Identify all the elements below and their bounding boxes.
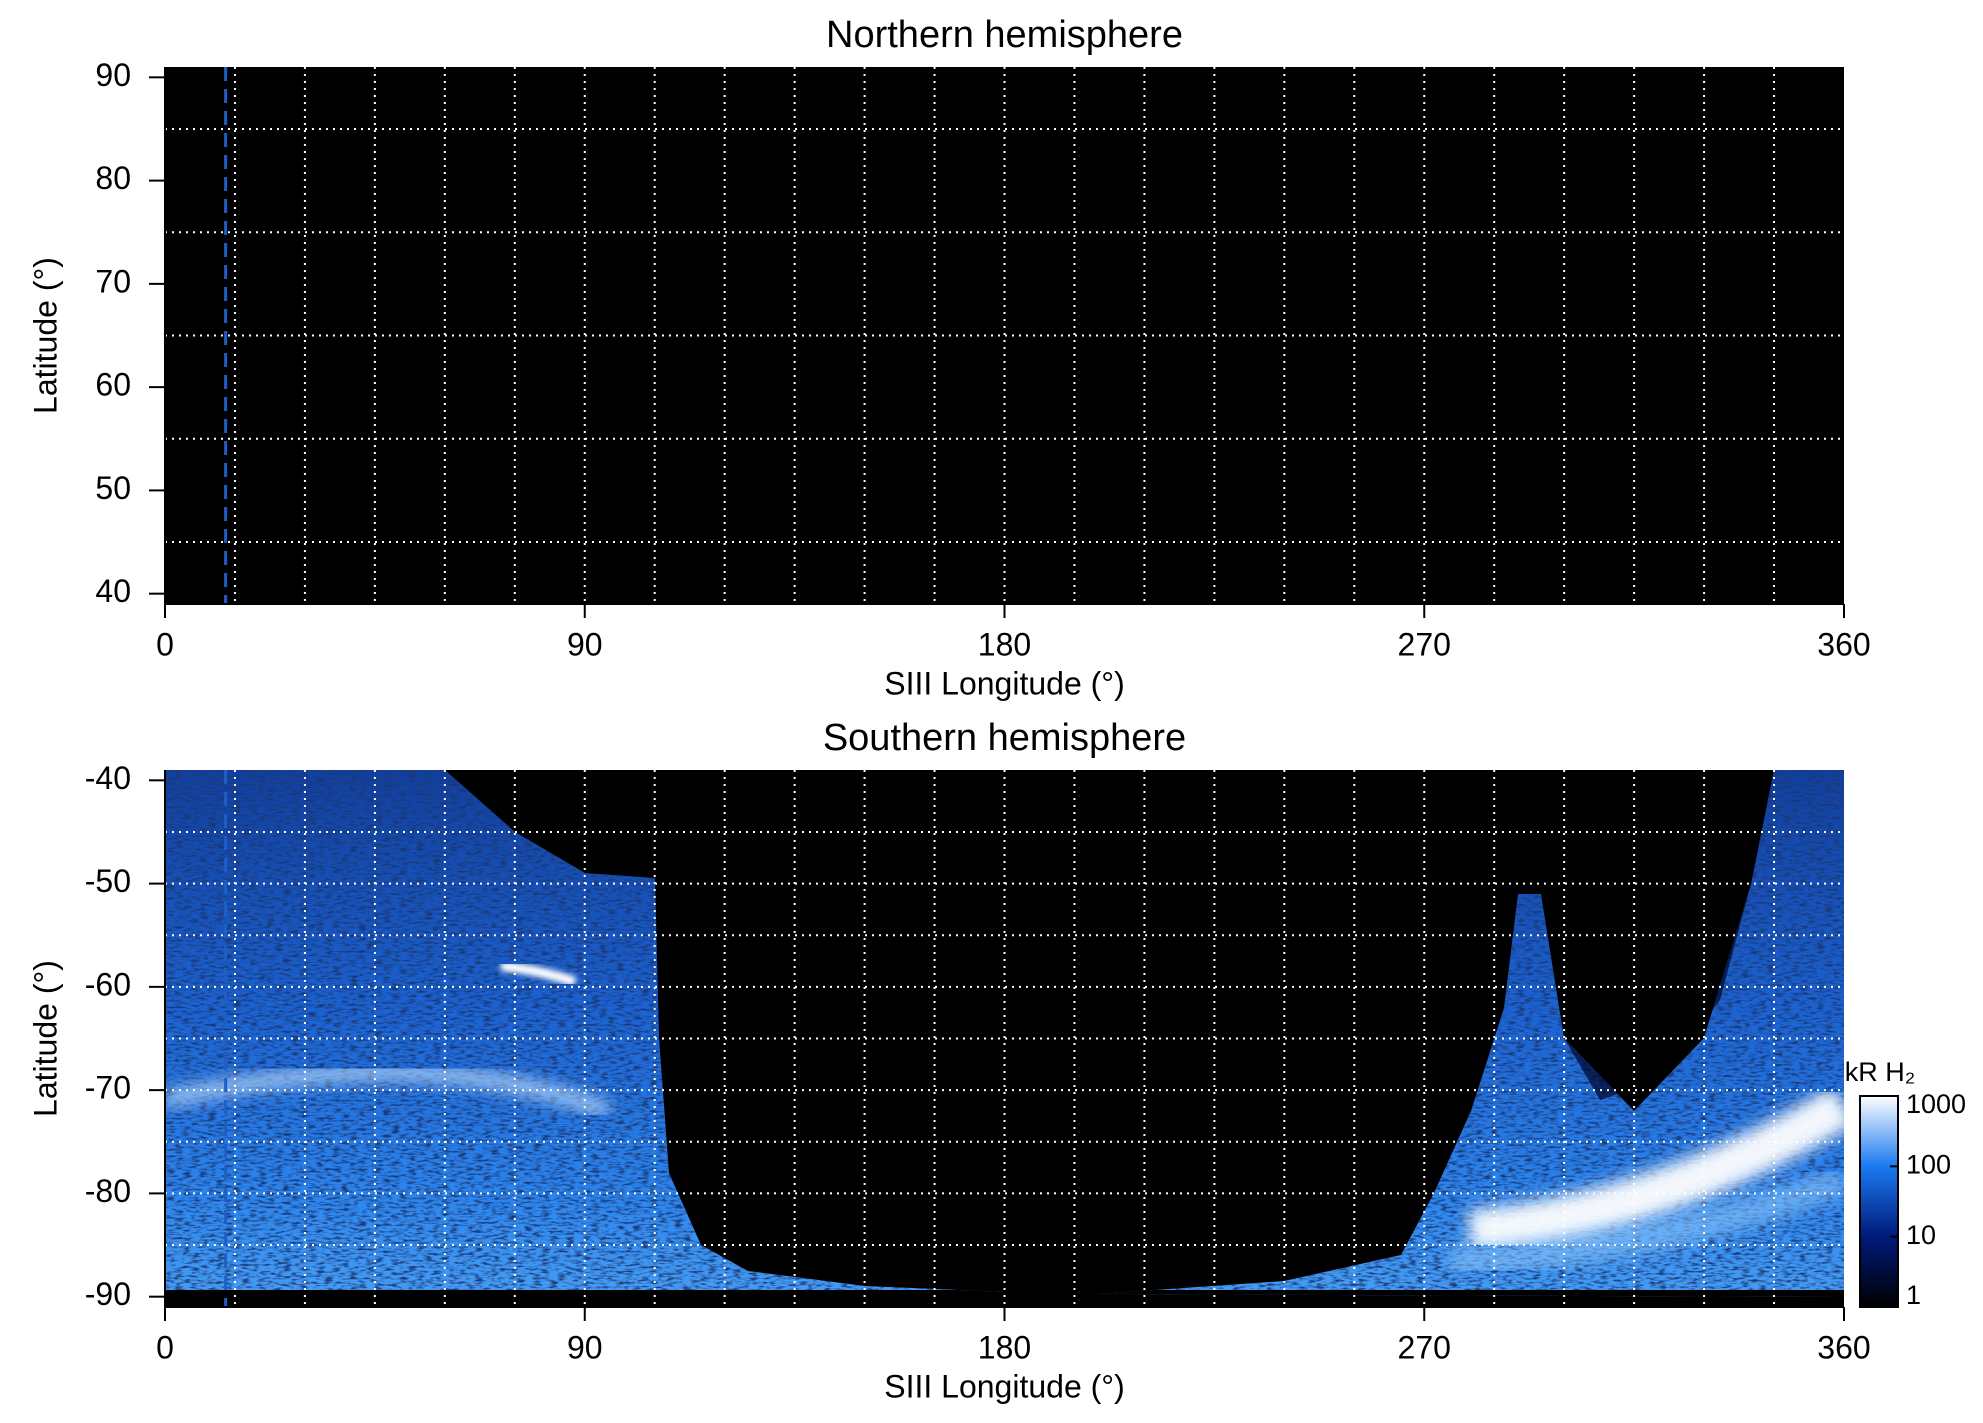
pole-band bbox=[165, 1290, 1844, 1297]
y-tick-label: -50 bbox=[85, 863, 131, 899]
bright-arc bbox=[1468, 1086, 1844, 1254]
y-axis-label: Latitude (°) bbox=[27, 960, 63, 1117]
x-tick-label: 0 bbox=[156, 626, 174, 662]
x-tick-label: 270 bbox=[1398, 1329, 1451, 1365]
colorbar-tick-label: 100 bbox=[1906, 1149, 1951, 1179]
y-tick-label: 50 bbox=[95, 470, 131, 506]
y-tick-label: 90 bbox=[95, 57, 131, 93]
y-axis-label: Latitude (°) bbox=[27, 257, 63, 414]
y-tick-label: 40 bbox=[95, 573, 131, 609]
axes: Northern hemisphere 40 50 60 70 80 90 0 90 180 270… bbox=[27, 14, 1966, 1404]
y-tick-label: -80 bbox=[85, 1173, 131, 1209]
colorbar-tick-label: 1000 bbox=[1906, 1089, 1966, 1119]
x-axis-label: SIII Longitude (°) bbox=[884, 1368, 1124, 1404]
x-tick-label: 90 bbox=[567, 1329, 603, 1365]
x-tick-label: 180 bbox=[978, 1329, 1031, 1365]
y-tick-label: -60 bbox=[85, 966, 131, 1002]
y-tick-label: 80 bbox=[95, 160, 131, 196]
colorbar bbox=[1859, 1095, 1899, 1308]
x-tick-label: 180 bbox=[978, 626, 1031, 662]
bright-arc bbox=[1449, 1165, 1844, 1277]
y-tick-label: 70 bbox=[95, 263, 131, 299]
x-tick-label: 270 bbox=[1398, 626, 1451, 662]
x-tick-label: 360 bbox=[1817, 626, 1870, 662]
y-tick-label: -40 bbox=[85, 760, 131, 796]
x-tick-label: 360 bbox=[1817, 1329, 1870, 1365]
x-axis-label: SIII Longitude (°) bbox=[884, 665, 1124, 701]
y-tick-label: 60 bbox=[95, 367, 131, 403]
y-tick-label: -70 bbox=[85, 1070, 131, 1106]
x-tick-label: 90 bbox=[567, 626, 603, 662]
colorbar-tick-label: 10 bbox=[1906, 1220, 1936, 1250]
chart-title: Southern hemisphere bbox=[823, 717, 1186, 759]
colorbar-tick-label: 1 bbox=[1906, 1280, 1921, 1310]
plot-background bbox=[165, 67, 1844, 604]
y-tick-label: -90 bbox=[85, 1276, 131, 1312]
x-tick-label: 0 bbox=[156, 1329, 174, 1365]
chart-title: Northern hemisphere bbox=[826, 14, 1183, 56]
bright-arc bbox=[165, 1064, 611, 1119]
colorbar-label: kR H₂ bbox=[1845, 1057, 1915, 1087]
bright-arc bbox=[500, 961, 577, 987]
